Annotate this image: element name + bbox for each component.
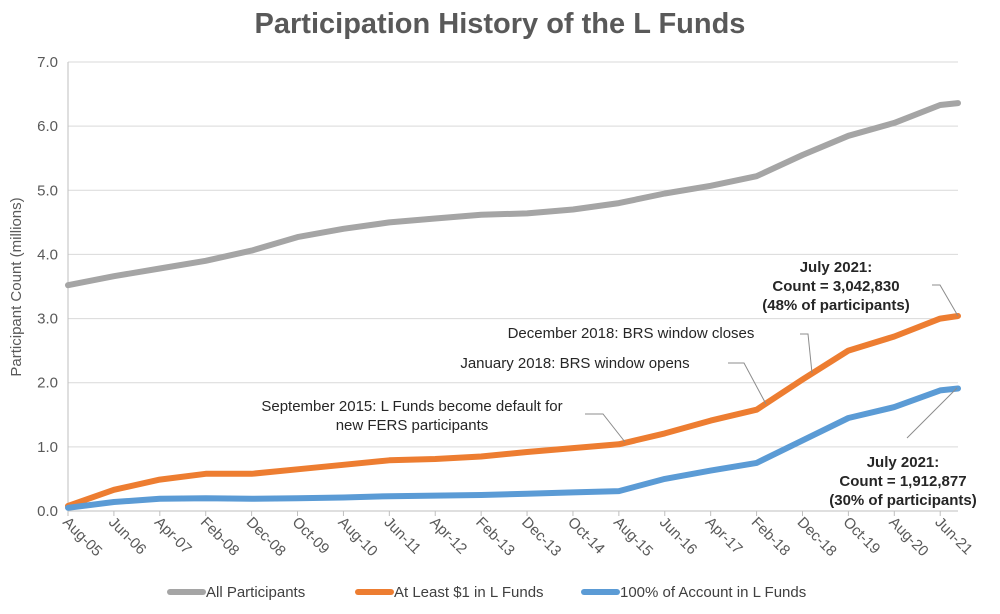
x-tick-label: Oct-14 [564, 514, 608, 558]
x-tick-label: Aug-15 [610, 514, 656, 560]
annotation-sept2015-line1: September 2015: L Funds become default f… [261, 398, 562, 415]
x-tick-label: Feb-18 [748, 514, 794, 560]
y-tick-label: 5.0 [37, 182, 58, 199]
x-tick-label: Jun-16 [656, 514, 700, 558]
y-axis-ticks: 0.0 1.0 2.0 3.0 4.0 5.0 6.0 7.0 [37, 54, 58, 520]
annotation-leader-dec2018 [800, 333, 813, 374]
annotation-july-blue-line3: (30% of participants) [829, 492, 977, 509]
legend: All Participants At Least $1 in L Funds 10… [167, 584, 806, 601]
x-tick-label: Jun-21 [931, 514, 975, 558]
x-tick-label: Jun-11 [381, 514, 425, 558]
x-tick-label: Aug-05 [59, 514, 105, 560]
x-axis-ticks: Aug-05 Jun-06 Apr-07 Feb-08 Dec-08 Oct-09 Aug-… [59, 511, 976, 560]
x-tick-label: Oct-19 [840, 514, 884, 558]
y-tick-label: 3.0 [37, 311, 58, 328]
series-lines [65, 100, 961, 511]
annotation-july-orange-line2: Count = 3,042,830 [772, 278, 899, 295]
annotation-leader-july-blue [906, 387, 958, 439]
legend-label-2: At Least $1 in L Funds [394, 584, 544, 601]
x-tick-label: Aug-20 [885, 514, 931, 560]
annotation-july-orange-line3: (48% of participants) [762, 297, 910, 314]
annotation-july-blue-line1: July 2021: [867, 454, 940, 471]
x-tick-label: Jun-06 [105, 514, 149, 558]
x-tick-label: Dec-18 [794, 514, 840, 560]
chart-title: Participation History of the L Funds [255, 8, 746, 40]
annotation-leader-sept2015 [585, 413, 626, 443]
annotation-sept2015-line2: new FERS participants [336, 417, 489, 434]
series-line-2 [65, 313, 961, 509]
x-tick-label: Apr-12 [426, 514, 470, 558]
x-tick-label: Feb-08 [197, 514, 243, 560]
x-tick-label: Apr-07 [151, 514, 195, 558]
y-tick-label: 6.0 [37, 118, 58, 135]
y-tick-label: 0.0 [37, 503, 58, 520]
annotation-july-orange-line1: July 2021: [800, 259, 873, 276]
y-tick-label: 2.0 [37, 375, 58, 392]
x-tick-label: Feb-13 [472, 514, 518, 560]
y-tick-label: 4.0 [37, 246, 58, 263]
legend-label-3: 100% of Account in L Funds [620, 584, 806, 601]
x-tick-label: Dec-08 [243, 514, 289, 560]
annotation-jan2018: January 2018: BRS window opens [460, 355, 689, 372]
annotation-leader-jan2018 [728, 362, 767, 405]
annotation-dec2018: December 2018: BRS window closes [508, 325, 755, 342]
annotation-leader-july-orange [932, 284, 959, 317]
series-line-1 [65, 100, 961, 289]
gridlines [67, 61, 958, 512]
annotations: September 2015: L Funds become default f… [261, 259, 976, 509]
x-tick-label: Dec-13 [518, 514, 564, 560]
x-tick-label: Aug-10 [335, 514, 381, 560]
x-tick-label: Apr-17 [702, 514, 746, 558]
y-tick-label: 7.0 [37, 54, 58, 71]
x-tick-label: Oct-09 [289, 514, 333, 558]
annotation-july-blue-line2: Count = 1,912,877 [839, 473, 966, 490]
y-tick-label: 1.0 [37, 439, 58, 456]
legend-label-1: All Participants [206, 584, 305, 601]
series-line-3 [65, 385, 961, 511]
y-axis-title: Participant Count (millions) [8, 197, 25, 376]
